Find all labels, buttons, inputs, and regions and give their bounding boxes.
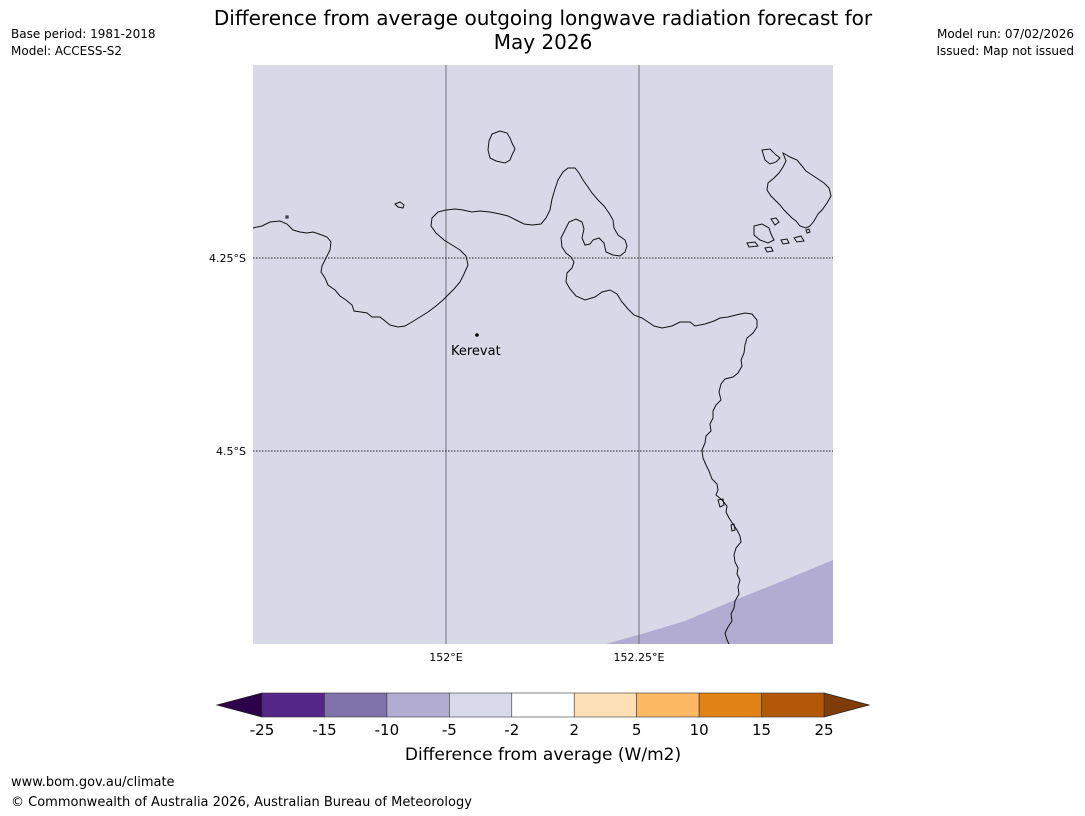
footer-copyright: © Commonwealth of Australia 2026, Austra… <box>11 795 472 810</box>
colorbar-bin-8 <box>761 692 825 718</box>
colorbar-bin-0 <box>261 692 325 718</box>
map-title-line-1: Difference from average outgoing longwav… <box>213 6 873 30</box>
islet-small <box>394 201 405 209</box>
colorbar-bins <box>261 692 825 718</box>
colorbar-tick-label-0: -25 <box>250 721 275 739</box>
issued-label: Issued: Map not issued <box>936 44 1074 58</box>
colorbar-bin-7 <box>698 692 762 718</box>
colorbar-bin-2 <box>386 692 450 718</box>
coast-inlet-detail <box>717 498 736 532</box>
colorbar-tick-label-2: -10 <box>375 721 400 739</box>
islet-dot <box>285 215 289 219</box>
colorbar-bin-1 <box>324 692 388 718</box>
kerevat-marker <box>475 333 479 337</box>
header-meta-right: Model run: 07/02/2026 Issued: Map not is… <box>936 26 1074 60</box>
anomaly-region <box>606 560 833 644</box>
colorbar: -25 -15 -10 -5 -2 2 5 10 15 25 <box>215 692 871 739</box>
colorbar-tick-label-7: 10 <box>690 721 709 739</box>
base-period-label: Base period: 1981-2018 <box>11 27 156 41</box>
colorbar-bin-4 <box>511 692 575 718</box>
colorbar-bin-3 <box>449 692 513 718</box>
model-run-label: Model run: 07/02/2026 <box>936 27 1074 41</box>
colorbar-ticks: -25 -15 -10 -5 -2 2 5 10 15 25 <box>250 721 834 739</box>
colorbar-tick-label-4: -2 <box>504 721 519 739</box>
colorbar-tick-label-8: 15 <box>752 721 771 739</box>
gridlines <box>253 65 833 644</box>
colorbar-title: Difference from average (W/m2) <box>404 745 682 765</box>
colorbar-bin-5 <box>573 692 637 718</box>
map-title-line-2: May 2026 <box>493 30 593 54</box>
colorbar-tick-label-3: -5 <box>442 721 457 739</box>
kerevat-label: Kerevat <box>451 344 501 359</box>
colorbar-under-arrow <box>215 692 263 718</box>
colorbar-bin-6 <box>636 692 700 718</box>
lat-label-4-5s: 4.5°S <box>216 445 246 458</box>
islets-east <box>746 217 811 253</box>
footer-url: www.bom.gov.au/climate <box>11 775 175 790</box>
lon-label-152-25e: 152.25°E <box>614 651 665 664</box>
coastline-main <box>253 167 758 644</box>
colorbar-tick-label-1: -15 <box>312 721 337 739</box>
map-background <box>253 65 833 644</box>
lon-label-152e: 152°E <box>429 651 462 664</box>
map-title: Difference from average outgoing longwav… <box>200 6 886 54</box>
colorbar-tick-label-5: 2 <box>569 721 579 739</box>
colorbar-over-arrow <box>823 692 871 718</box>
island-north <box>487 130 516 164</box>
header-meta-left: Base period: 1981-2018 Model: ACCESS-S2 <box>11 26 156 60</box>
model-label: Model: ACCESS-S2 <box>11 44 123 58</box>
coastlines <box>253 130 832 644</box>
island-duke-of-york <box>761 148 832 229</box>
lat-label-4-25s: 4.25°S <box>209 252 246 265</box>
colorbar-tick-label-9: 25 <box>814 721 833 739</box>
colorbar-tick-label-6: 5 <box>632 721 642 739</box>
